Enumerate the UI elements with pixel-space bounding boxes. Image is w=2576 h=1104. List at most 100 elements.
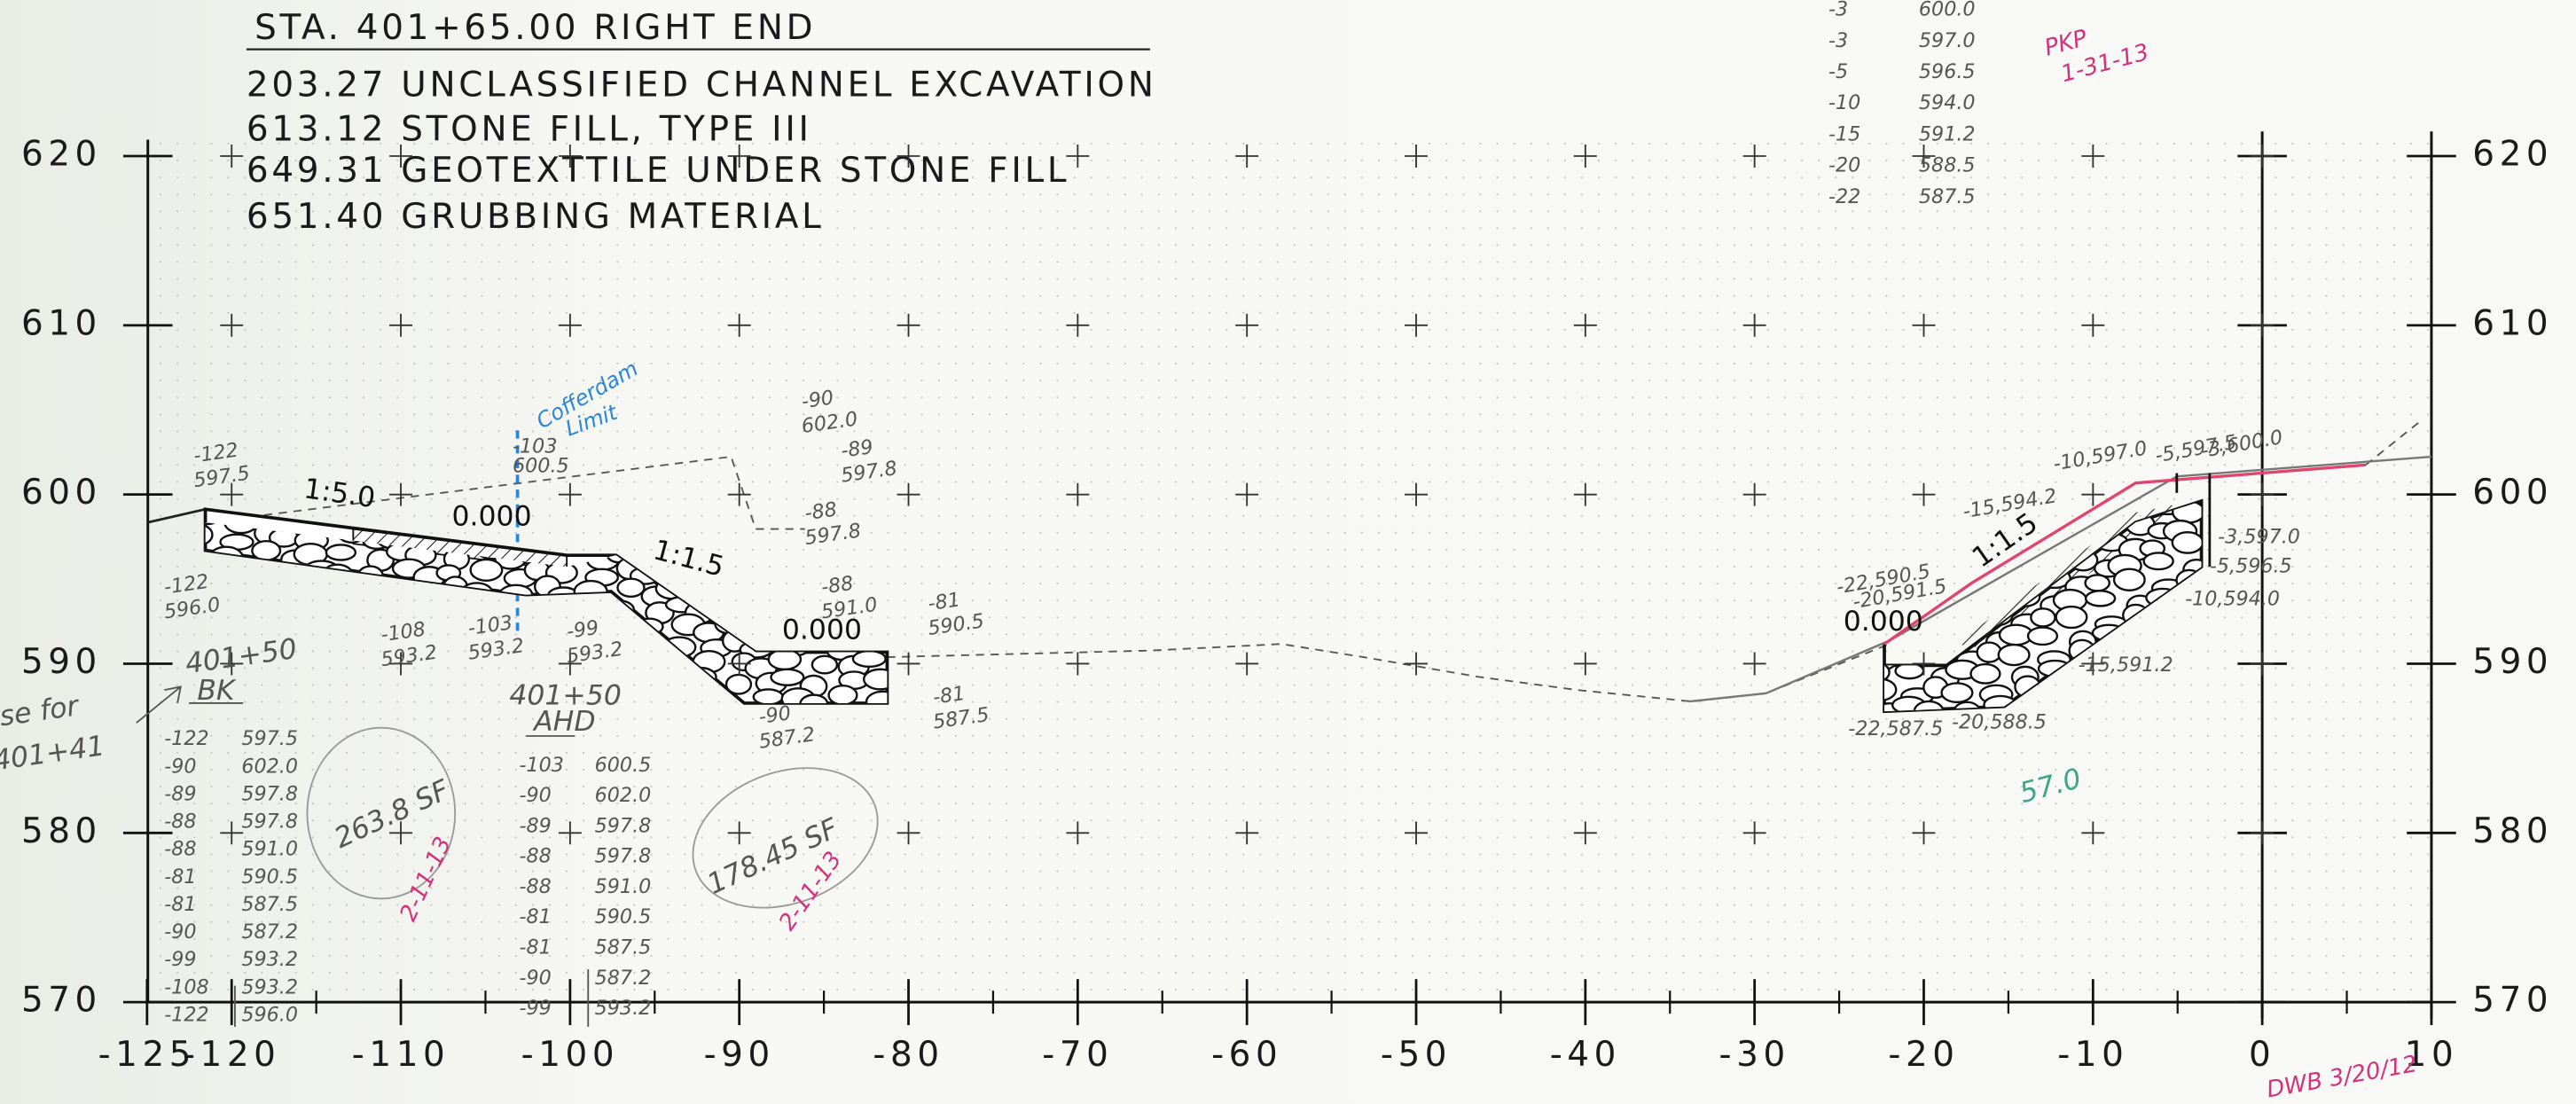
grid-plus	[389, 145, 413, 168]
grid-plus	[2081, 652, 2105, 676]
grid-plus	[1235, 652, 1259, 676]
grid-plus	[1742, 482, 1766, 506]
annotation: 588.5	[1919, 154, 1976, 177]
annotation: -89	[164, 782, 196, 805]
annotation: -3	[1828, 0, 1848, 21]
grid-plus	[897, 821, 920, 845]
annotation: 593.2	[241, 948, 298, 971]
y-tick-label: 620	[2472, 135, 2553, 175]
annotation: -81	[519, 905, 551, 928]
annotation: 600.5	[595, 754, 652, 777]
annotation: 0.000	[1844, 606, 1923, 638]
grid-plus	[2081, 145, 2105, 168]
annotation: -88	[164, 838, 196, 861]
annotation: 596.5	[1919, 60, 1976, 83]
annotation: 590.5	[595, 905, 652, 928]
grid-plus	[1573, 821, 1597, 845]
stone	[799, 693, 829, 703]
stone	[724, 673, 753, 695]
y-tick-label: 580	[2472, 811, 2553, 851]
grid-plus	[1742, 821, 1766, 845]
annotation: -20,588.5	[1952, 711, 2047, 734]
stone	[1894, 662, 1925, 680]
y-tick-label: 590	[2472, 642, 2553, 682]
stone	[1884, 660, 1891, 685]
grid-plus	[1573, 482, 1597, 506]
annotation: -122	[164, 727, 208, 750]
grid-plus	[2251, 482, 2275, 506]
y-tick-label: 580	[21, 811, 102, 851]
x-tick-label: -100	[521, 1035, 620, 1075]
y-tick-label: 570	[2472, 981, 2553, 1021]
annotation: -90	[519, 784, 551, 807]
grid-plus	[1912, 482, 1936, 506]
grid-plus	[1573, 145, 1597, 168]
annotation: -22	[1828, 185, 1860, 208]
grid-plus	[897, 145, 920, 168]
stone	[2084, 574, 2111, 592]
dashed-line	[2365, 418, 2424, 466]
grid-plus	[1405, 145, 1428, 168]
grid-plus	[727, 821, 751, 845]
annotation: 602.0	[241, 755, 298, 778]
grid-plus	[897, 482, 920, 506]
annotation: 0.000	[451, 501, 531, 533]
annotation: -88	[164, 810, 196, 834]
annotation: 587.2	[595, 967, 652, 990]
stone	[2030, 607, 2056, 628]
grid-plus	[897, 313, 920, 337]
grid-plus	[2251, 652, 2275, 676]
annotation: 597.8	[595, 814, 652, 837]
grid-plus	[389, 652, 413, 676]
arrow	[136, 685, 182, 724]
grid-plus	[2251, 821, 2275, 845]
grid-plus	[220, 313, 244, 337]
x-tick-label: -20	[1888, 1035, 1959, 1075]
station-title: STA. 401+65.00 RIGHT END	[254, 8, 816, 48]
annotation: 593.2	[595, 997, 652, 1020]
dashed-line	[205, 456, 805, 530]
stone	[616, 577, 646, 599]
annotation: -81	[931, 682, 967, 709]
annotation: 597.0	[1919, 29, 1976, 52]
grid-plus	[2081, 482, 2105, 506]
grid-plus	[220, 652, 244, 676]
annotation: 600.0	[1919, 0, 1976, 21]
x-tick-label: -110	[352, 1035, 450, 1075]
annotation: 597.8	[241, 782, 298, 805]
grid-plus	[727, 145, 751, 168]
stone	[2112, 568, 2146, 591]
x-tick-label: 0	[2249, 1035, 2275, 1075]
grid-plus	[1066, 145, 1090, 168]
stone	[469, 558, 504, 583]
annotation: 0.000	[782, 614, 862, 646]
stone	[1953, 701, 1982, 712]
grid-plus	[1912, 652, 1936, 676]
grid-plus	[727, 313, 751, 337]
annotation: -15,591.2	[2079, 654, 2173, 677]
annotation: -3	[1828, 29, 1848, 52]
grid-plus	[1742, 145, 1766, 168]
annotation: BK	[197, 675, 237, 707]
grid-plus	[558, 482, 582, 506]
stone	[1997, 643, 2031, 667]
x-tick-label: -50	[1381, 1035, 1452, 1075]
annotation: -22,587.5	[1848, 717, 1943, 740]
x-tick-label: -30	[1719, 1035, 1790, 1075]
y-tick-label: 570	[21, 981, 102, 1021]
annotation: -103	[519, 754, 563, 777]
stone	[827, 684, 858, 703]
annotation: -10	[1828, 91, 1860, 114]
annotation: -122	[164, 1003, 208, 1026]
annotation: 591.0	[241, 838, 298, 861]
grid-plus	[1405, 313, 1428, 337]
grid-plus	[1235, 145, 1259, 168]
stone	[1940, 682, 1974, 704]
annotation: 590.5	[241, 865, 298, 889]
annotation: 587.5	[595, 936, 652, 959]
stone	[325, 544, 357, 561]
annotation: -10,594.0	[2185, 588, 2280, 611]
stone	[205, 522, 223, 526]
y-tick-label: 590	[21, 642, 102, 682]
